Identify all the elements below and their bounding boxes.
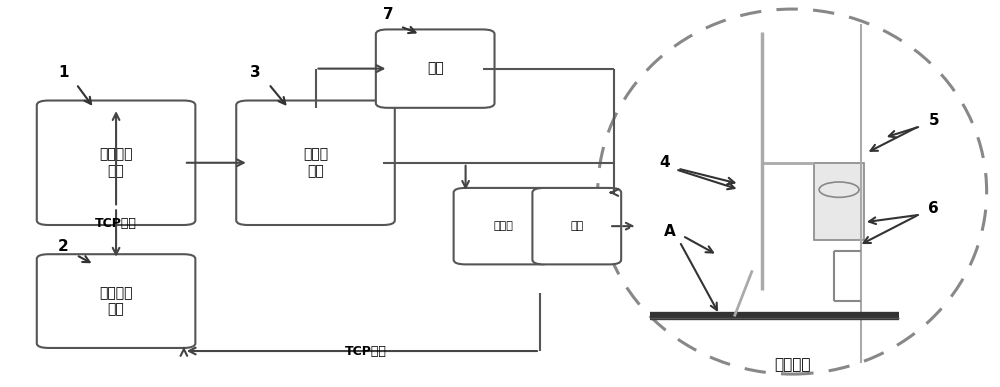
Text: TCP通讯: TCP通讯 xyxy=(344,344,386,358)
Text: 焊炬: 焊炬 xyxy=(570,221,583,231)
Text: 6: 6 xyxy=(928,201,939,216)
Text: 传感器: 传感器 xyxy=(493,221,513,231)
FancyBboxPatch shape xyxy=(532,188,621,264)
Text: 传感器控
制器: 传感器控 制器 xyxy=(99,286,133,316)
FancyBboxPatch shape xyxy=(37,254,195,348)
Text: 1: 1 xyxy=(58,65,68,80)
FancyBboxPatch shape xyxy=(37,101,195,225)
Text: 焊接机
器人: 焊接机 器人 xyxy=(303,148,328,178)
FancyBboxPatch shape xyxy=(376,29,495,108)
Text: A: A xyxy=(664,224,675,240)
Text: 机器人控
制器: 机器人控 制器 xyxy=(99,148,133,178)
Text: TCP通讯: TCP通讯 xyxy=(95,217,137,230)
Text: 3: 3 xyxy=(250,65,261,80)
FancyBboxPatch shape xyxy=(454,188,552,264)
Text: 4: 4 xyxy=(659,155,670,170)
FancyBboxPatch shape xyxy=(236,101,395,225)
Text: 7: 7 xyxy=(383,7,394,22)
Text: 首置距离: 首置距离 xyxy=(774,357,810,372)
FancyBboxPatch shape xyxy=(814,163,864,240)
Text: 焊机: 焊机 xyxy=(427,62,444,75)
Text: 5: 5 xyxy=(928,113,939,128)
Text: 2: 2 xyxy=(58,239,69,254)
